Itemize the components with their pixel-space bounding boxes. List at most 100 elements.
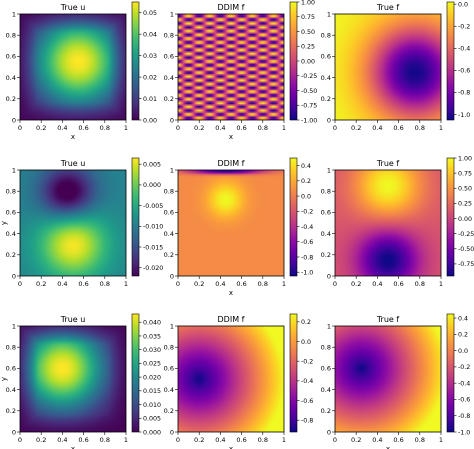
y-tick-label: 1 bbox=[170, 322, 174, 330]
heatmap-image bbox=[335, 326, 441, 432]
y-tick-label: 0.2 bbox=[321, 251, 331, 259]
subplot-title: True u bbox=[60, 3, 86, 12]
y-tick-label: 0.8 bbox=[321, 32, 331, 40]
y-tick-label: 0.6 bbox=[321, 365, 331, 373]
x-tick-label: 1 bbox=[124, 436, 128, 444]
subplot-title: True f bbox=[376, 3, 400, 12]
y-tick-label: 1 bbox=[170, 10, 174, 18]
colorbar-tick-label: -0.8 bbox=[458, 413, 470, 420]
colorbar-tick-label: -0.25 bbox=[301, 73, 317, 80]
y-tick-label: 0.2 bbox=[321, 95, 331, 103]
subplot-3: True f 0 0.2 0.4 0.6 0.8 1 0 0.2 0.4 0.6 0.8 1 0.0 -0.… bbox=[321, 2, 471, 132]
x-tick-label: 0.2 bbox=[36, 124, 46, 132]
y-tick-label: 1 bbox=[327, 322, 331, 330]
y-tick-label: 0.4 bbox=[164, 386, 174, 394]
x-tick-label: 0.2 bbox=[194, 436, 204, 444]
y-tick-label: 1 bbox=[327, 10, 331, 18]
colorbar bbox=[131, 1, 140, 121]
x-tick-label: 0.4 bbox=[372, 280, 382, 288]
colorbar-tick-label: -0.50 bbox=[301, 88, 317, 95]
y-tick-label: 0.4 bbox=[164, 230, 174, 238]
x-tick-label: 0.6 bbox=[393, 436, 403, 444]
heatmap-image bbox=[178, 326, 284, 432]
subplot-8: DDIM f 0 0.2 0.4 0.6 0.8 1 0 0.2 0.4 0.6 0.8 1 x 0.2 0.… bbox=[164, 313, 313, 449]
y-tick-label: 0.8 bbox=[6, 32, 16, 40]
x-tick-label: 1 bbox=[282, 124, 286, 132]
colorbar-tick-label: -0.8 bbox=[458, 90, 470, 97]
colorbar-tick-label: -0.2 bbox=[301, 359, 313, 366]
y-tick-label: 0.6 bbox=[164, 365, 174, 373]
x-tick-label: 0.6 bbox=[78, 280, 88, 288]
x-tick-label: 0.2 bbox=[351, 436, 361, 444]
colorbar-tick-label: 0.0 bbox=[458, 2, 468, 9]
plot-frame bbox=[19, 13, 127, 121]
x-tick-label: 0 bbox=[18, 124, 22, 132]
colorbar bbox=[446, 313, 455, 433]
colorbar-tick-label: -0.75 bbox=[301, 103, 317, 110]
plot-frame bbox=[177, 325, 285, 433]
x-tick-label: 0.8 bbox=[258, 436, 268, 444]
x-tick-label: 0.2 bbox=[36, 436, 46, 444]
y-tick-label: 1 bbox=[12, 166, 16, 174]
plot-frame bbox=[19, 325, 127, 433]
y-tick-label: 1 bbox=[12, 10, 16, 18]
colorbar-tick-label: 0.02 bbox=[143, 74, 157, 81]
x-tick-label: 1 bbox=[282, 436, 286, 444]
x-tick-label: 0 bbox=[333, 436, 337, 444]
x-tick-label: 0.6 bbox=[393, 124, 403, 132]
colorbar-tick-label: 0.005 bbox=[143, 416, 161, 423]
subplot-1: True u 0 0.2 0.4 0.6 0.8 1 0 0.2 0.4 0.6 0.8 1 x 0.00 0… bbox=[6, 1, 157, 141]
plot-frame bbox=[334, 325, 442, 433]
x-axis-label: x bbox=[71, 133, 75, 141]
x-tick-label: 0.6 bbox=[78, 436, 88, 444]
y-tick-label: 0.8 bbox=[164, 344, 174, 352]
x-tick-label: 1 bbox=[439, 436, 443, 444]
x-axis-label: x bbox=[386, 445, 390, 449]
colorbar-tick-label: -0.4 bbox=[301, 224, 313, 231]
y-tick-label: 0.2 bbox=[164, 407, 174, 415]
y-tick-label: 0.2 bbox=[6, 251, 16, 259]
x-tick-label: 0.4 bbox=[215, 124, 225, 132]
x-tick-label: 0.2 bbox=[36, 280, 46, 288]
x-tick-label: 0.8 bbox=[100, 280, 110, 288]
x-tick-label: 0.2 bbox=[351, 124, 361, 132]
x-tick-label: 0.2 bbox=[194, 280, 204, 288]
y-tick-label: 0.6 bbox=[6, 53, 16, 61]
colorbar-tick-label: -0.8 bbox=[301, 254, 313, 261]
x-tick-label: 0.8 bbox=[415, 124, 425, 132]
x-axis-label: x bbox=[229, 445, 233, 449]
y-axis-label: y bbox=[0, 377, 8, 381]
heatmap-image bbox=[178, 170, 284, 276]
plot-frame bbox=[334, 169, 442, 277]
subplot-2: DDIM f 0 0.2 0.4 0.6 0.8 1 0 0.2 0.4 0.6 0.8 1 x -1.00… bbox=[164, 0, 318, 141]
x-tick-label: 1 bbox=[439, 124, 443, 132]
colorbar-tick-label: -1.0 bbox=[301, 269, 313, 276]
colorbar-tick-label: 0.000 bbox=[143, 429, 161, 436]
colorbar-tick-label: 0.0 bbox=[458, 348, 468, 355]
x-tick-label: 0 bbox=[176, 280, 180, 288]
x-tick-label: 0 bbox=[176, 124, 180, 132]
x-tick-label: 1 bbox=[282, 280, 286, 288]
subplot-9: True f 0 0.2 0.4 0.6 0.8 1 0 0.2 0.4 0.6 0.8 1 x 0.4 0.… bbox=[321, 313, 470, 449]
colorbar-tick-label: 0.0 bbox=[301, 193, 311, 200]
x-tick-label: 0.8 bbox=[415, 436, 425, 444]
colorbar-tick-label: 0.015 bbox=[143, 388, 161, 395]
y-tick-label: 0.6 bbox=[164, 209, 174, 217]
x-tick-label: 0.4 bbox=[57, 280, 67, 288]
colorbar-tick-label: 0.4 bbox=[301, 163, 311, 170]
colorbar-tick-label: -0.015 bbox=[143, 244, 163, 251]
colorbar bbox=[446, 157, 455, 277]
x-tick-label: 1 bbox=[124, 280, 128, 288]
subplot-title: True f bbox=[376, 159, 400, 168]
colorbar-tick-label: -0.4 bbox=[458, 380, 470, 387]
colorbar-tick-label: 0.75 bbox=[301, 14, 315, 21]
colorbar-tick-label: -0.50 bbox=[458, 246, 474, 253]
x-tick-label: 0 bbox=[333, 124, 337, 132]
plot-frame bbox=[177, 169, 285, 277]
heatmap-image bbox=[335, 170, 441, 276]
colorbar-tick-label: 1.00 bbox=[301, 0, 315, 6]
colorbar bbox=[289, 1, 298, 121]
colorbar-tick-label: 0.03 bbox=[143, 53, 157, 60]
colorbar-tick-label: -0.005 bbox=[143, 203, 163, 210]
y-tick-label: 0.8 bbox=[164, 32, 174, 40]
